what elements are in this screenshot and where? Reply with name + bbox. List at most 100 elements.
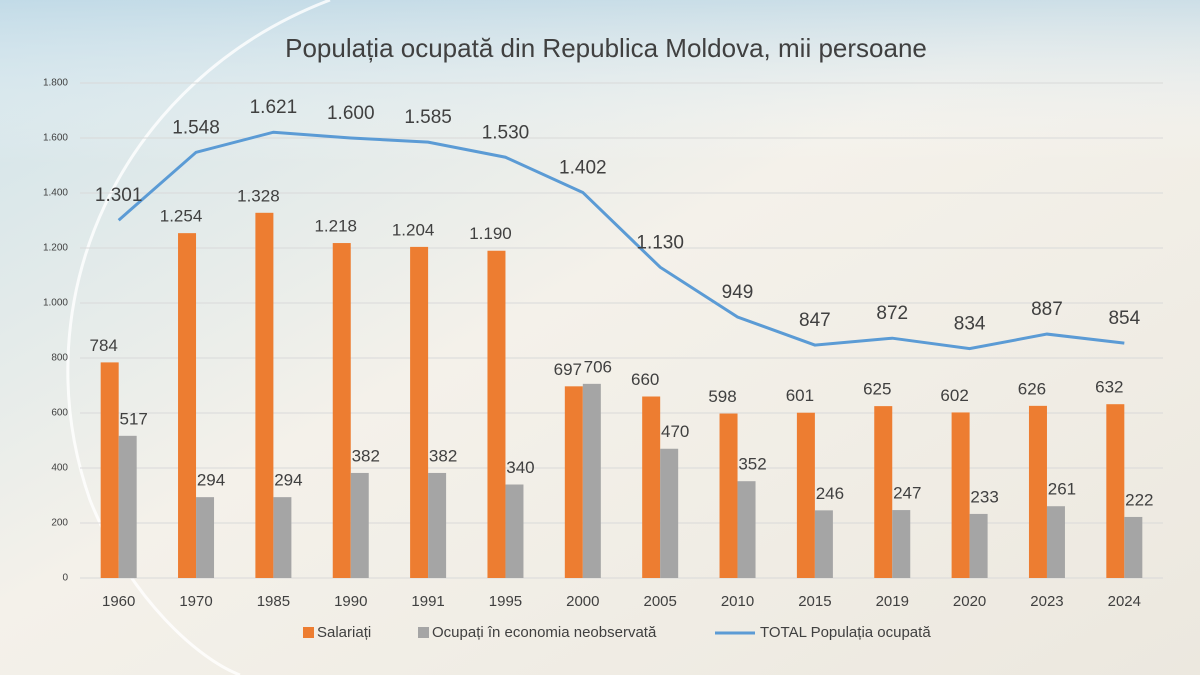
data-label: 602	[940, 386, 968, 405]
data-label: 340	[506, 458, 534, 477]
y-tick-label: 0	[62, 573, 68, 584]
x-tick-label: 2020	[953, 593, 986, 610]
data-label: 1.402	[559, 157, 607, 178]
data-label: 872	[876, 303, 908, 324]
bar	[892, 510, 911, 578]
data-label: 626	[1018, 379, 1046, 398]
decor-arc	[66, 0, 331, 675]
x-tick-label: 2019	[876, 593, 909, 610]
data-label: 1.548	[172, 117, 220, 138]
data-label: 1.204	[392, 220, 435, 239]
data-label: 834	[954, 314, 986, 335]
line	[117, 130, 1125, 351]
data-label: 625	[863, 380, 891, 399]
bar	[564, 386, 583, 578]
data-label: 261	[1048, 480, 1076, 499]
y-tick-label: 1.800	[43, 78, 68, 89]
y-tick-label: 800	[51, 353, 68, 364]
data-label: 847	[799, 310, 831, 331]
y-tick-label: 1.600	[43, 133, 68, 144]
data-label: 1.190	[469, 224, 512, 243]
bar	[273, 497, 292, 578]
data-label: 470	[661, 422, 689, 441]
x-tick-label: 2024	[1108, 593, 1141, 610]
bar	[874, 406, 893, 578]
data-label: 294	[274, 471, 302, 490]
data-label: 246	[816, 484, 844, 503]
y-tick-label: 1.000	[43, 298, 68, 309]
data-label: 697	[554, 360, 582, 379]
legend-swatch	[418, 627, 429, 638]
data-label: 352	[738, 455, 766, 474]
bar	[178, 233, 197, 578]
y-tick-label: 1.400	[43, 188, 68, 199]
x-tick-label: 1960	[102, 593, 135, 610]
data-label: 1.130	[636, 232, 684, 253]
data-label: 854	[1108, 308, 1140, 329]
data-label: 706	[584, 357, 612, 376]
bar	[1106, 404, 1125, 578]
bar	[255, 212, 274, 579]
bar	[737, 481, 756, 578]
data-label: 294	[197, 471, 225, 490]
bar	[100, 362, 119, 578]
data-label: 1.328	[237, 186, 280, 205]
x-tick-label: 1990	[334, 593, 367, 610]
data-label: 517	[119, 409, 147, 428]
bar	[196, 497, 215, 578]
data-label: 887	[1031, 299, 1063, 320]
data-label: 1.530	[482, 122, 530, 143]
bar	[814, 510, 833, 578]
bar	[1124, 516, 1143, 578]
x-tick-label: 1995	[489, 593, 522, 610]
data-label: 222	[1125, 490, 1153, 509]
bar	[642, 396, 661, 578]
data-label: 247	[893, 484, 921, 503]
x-tick-label: 2005	[643, 593, 676, 610]
data-label: 1.585	[404, 107, 452, 128]
x-tick-label: 2015	[798, 593, 831, 610]
bar	[487, 250, 506, 578]
data-label: 632	[1095, 378, 1123, 397]
bar	[719, 413, 738, 578]
legend-swatch	[303, 627, 314, 638]
bar	[660, 448, 679, 578]
bar	[582, 383, 601, 578]
data-label: 949	[722, 282, 754, 303]
bar	[951, 412, 970, 578]
bar	[969, 513, 988, 578]
data-label: 382	[352, 446, 380, 465]
bar	[350, 472, 369, 578]
data-label: 660	[631, 370, 659, 389]
data-label: 601	[786, 386, 814, 405]
data-label: 1.621	[250, 97, 298, 118]
x-tick-label: 1991	[411, 593, 444, 610]
data-label: 1.254	[160, 207, 203, 226]
x-tick-label: 2000	[566, 593, 599, 610]
bar	[410, 246, 429, 578]
legend-label: Ocupați în economia neobservată	[432, 624, 657, 641]
bar	[1028, 405, 1047, 578]
data-label: 598	[708, 387, 736, 406]
y-tick-label: 200	[51, 518, 68, 529]
bar	[1046, 506, 1065, 578]
bar	[796, 412, 815, 578]
legend-label: TOTAL Populația ocupată	[760, 624, 931, 641]
x-tick-label: 1970	[179, 593, 212, 610]
x-tick-label: 2023	[1030, 593, 1063, 610]
data-label: 784	[89, 336, 117, 355]
bar	[428, 472, 447, 578]
x-tick-label: 2010	[721, 593, 754, 610]
data-label: 233	[970, 487, 998, 506]
bar	[332, 243, 351, 579]
bar	[118, 435, 137, 578]
data-label: 1.600	[327, 103, 375, 124]
chart-title: Populația ocupată din Republica Moldova,…	[285, 33, 927, 63]
y-tick-label: 400	[51, 463, 68, 474]
x-tick-label: 1985	[257, 593, 290, 610]
bar	[505, 484, 524, 578]
y-tick-label: 1.200	[43, 243, 68, 254]
data-label: 382	[429, 446, 457, 465]
y-tick-label: 600	[51, 408, 68, 419]
